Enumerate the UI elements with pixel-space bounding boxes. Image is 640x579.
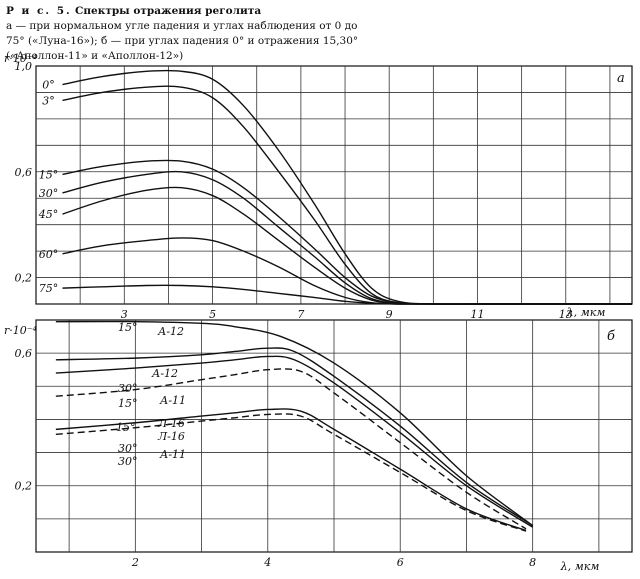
curve-annotation: А-12 — [157, 325, 184, 338]
curve-annotation: Л-16 — [157, 430, 185, 443]
panel-letter: б — [607, 329, 615, 344]
series-label: 0° — [42, 79, 55, 92]
caption-line-a: а — при нормальном угле падения и углах … — [6, 20, 358, 32]
y-tick-label: 0,6 — [15, 347, 33, 360]
series-line — [55, 320, 534, 527]
series-line — [62, 284, 632, 305]
y-tick-label: 0,2 — [15, 480, 33, 493]
x-tick-label: 5 — [209, 308, 216, 321]
figure-title: Спектры отражения реголита — [75, 5, 262, 17]
x-axis-label: λ, мкм — [560, 560, 600, 573]
x-axis-label: λ, мкм — [566, 306, 606, 319]
x-tick-label: 13 — [559, 308, 573, 321]
series-line — [55, 408, 527, 532]
curve-annotation: А-11 — [159, 448, 186, 461]
series-line — [55, 347, 534, 527]
curve-annotation: 30° — [118, 442, 138, 455]
series-line — [55, 368, 527, 530]
series-line — [62, 159, 632, 305]
series-label: 15° — [39, 168, 59, 181]
series-label: 3° — [42, 94, 55, 107]
y-tick-label: 1,0 — [15, 60, 33, 73]
curve-annotation: 30° — [118, 382, 138, 395]
series-line — [55, 413, 527, 532]
x-tick-label: 11 — [470, 308, 484, 321]
chart-panel-b: 2 4 6 8 0,2 0,6 r·10⁻⁴ λ, мкм б 15° А-12 А-12 30° 15°… — [4, 319, 633, 573]
x-tick-label: 3 — [121, 308, 128, 321]
caption-title-line: Р и с. 5. Спектры отражения реголита — [6, 4, 636, 19]
series-line — [62, 69, 632, 305]
caption-line-c: («Аполлон-11» и «Аполлон-12») — [6, 50, 184, 62]
figure-label: Р и с. 5. — [6, 5, 72, 17]
y-tick-label: 0,6 — [15, 166, 33, 179]
x-tick-label: 9 — [386, 308, 393, 321]
curve-annotation: 15° — [118, 321, 138, 334]
y-axis-label: r·10⁻⁴ — [4, 324, 37, 337]
series-line — [62, 170, 632, 305]
series-label: 75° — [39, 282, 59, 295]
panel-letter: а — [617, 71, 625, 86]
curve-annotation: А-12 — [151, 367, 178, 380]
caption-line-b: 75° («Луна-16»); б — при углах падения 0… — [6, 35, 359, 47]
curve-annotation: 30° — [118, 455, 138, 468]
series-label: 45° — [38, 208, 59, 221]
series-line — [55, 355, 534, 528]
series-label: 60° — [39, 248, 59, 261]
x-tick-label: 8 — [529, 556, 536, 569]
chart-panel-a: 3 5 7 9 11 13 0,2 0,6 1,0r·10⁻⁴ λ, мкм а 0° 3° 15° 30°… — [4, 52, 633, 321]
curve-annotation: 15° — [118, 397, 138, 410]
plot-frame — [35, 65, 633, 305]
x-tick-label: 6 — [397, 556, 404, 569]
y-tick-label: 0,2 — [15, 272, 33, 285]
series-label: 30° — [39, 187, 59, 200]
figure-caption: Р и с. 5. Спектры отражения реголита а —… — [6, 4, 636, 64]
y-axis-label: r·10⁻⁴ — [4, 52, 37, 65]
series-line — [62, 237, 632, 305]
x-tick-label: 7 — [297, 308, 304, 321]
curve-annotation: 15° — [116, 421, 136, 434]
series-line — [62, 186, 632, 305]
curve-annotation: А-11 — [159, 394, 186, 407]
x-tick-label: 4 — [263, 556, 271, 569]
curve-annotation: Л-16 — [157, 417, 185, 430]
x-tick-label: 2 — [131, 556, 139, 569]
